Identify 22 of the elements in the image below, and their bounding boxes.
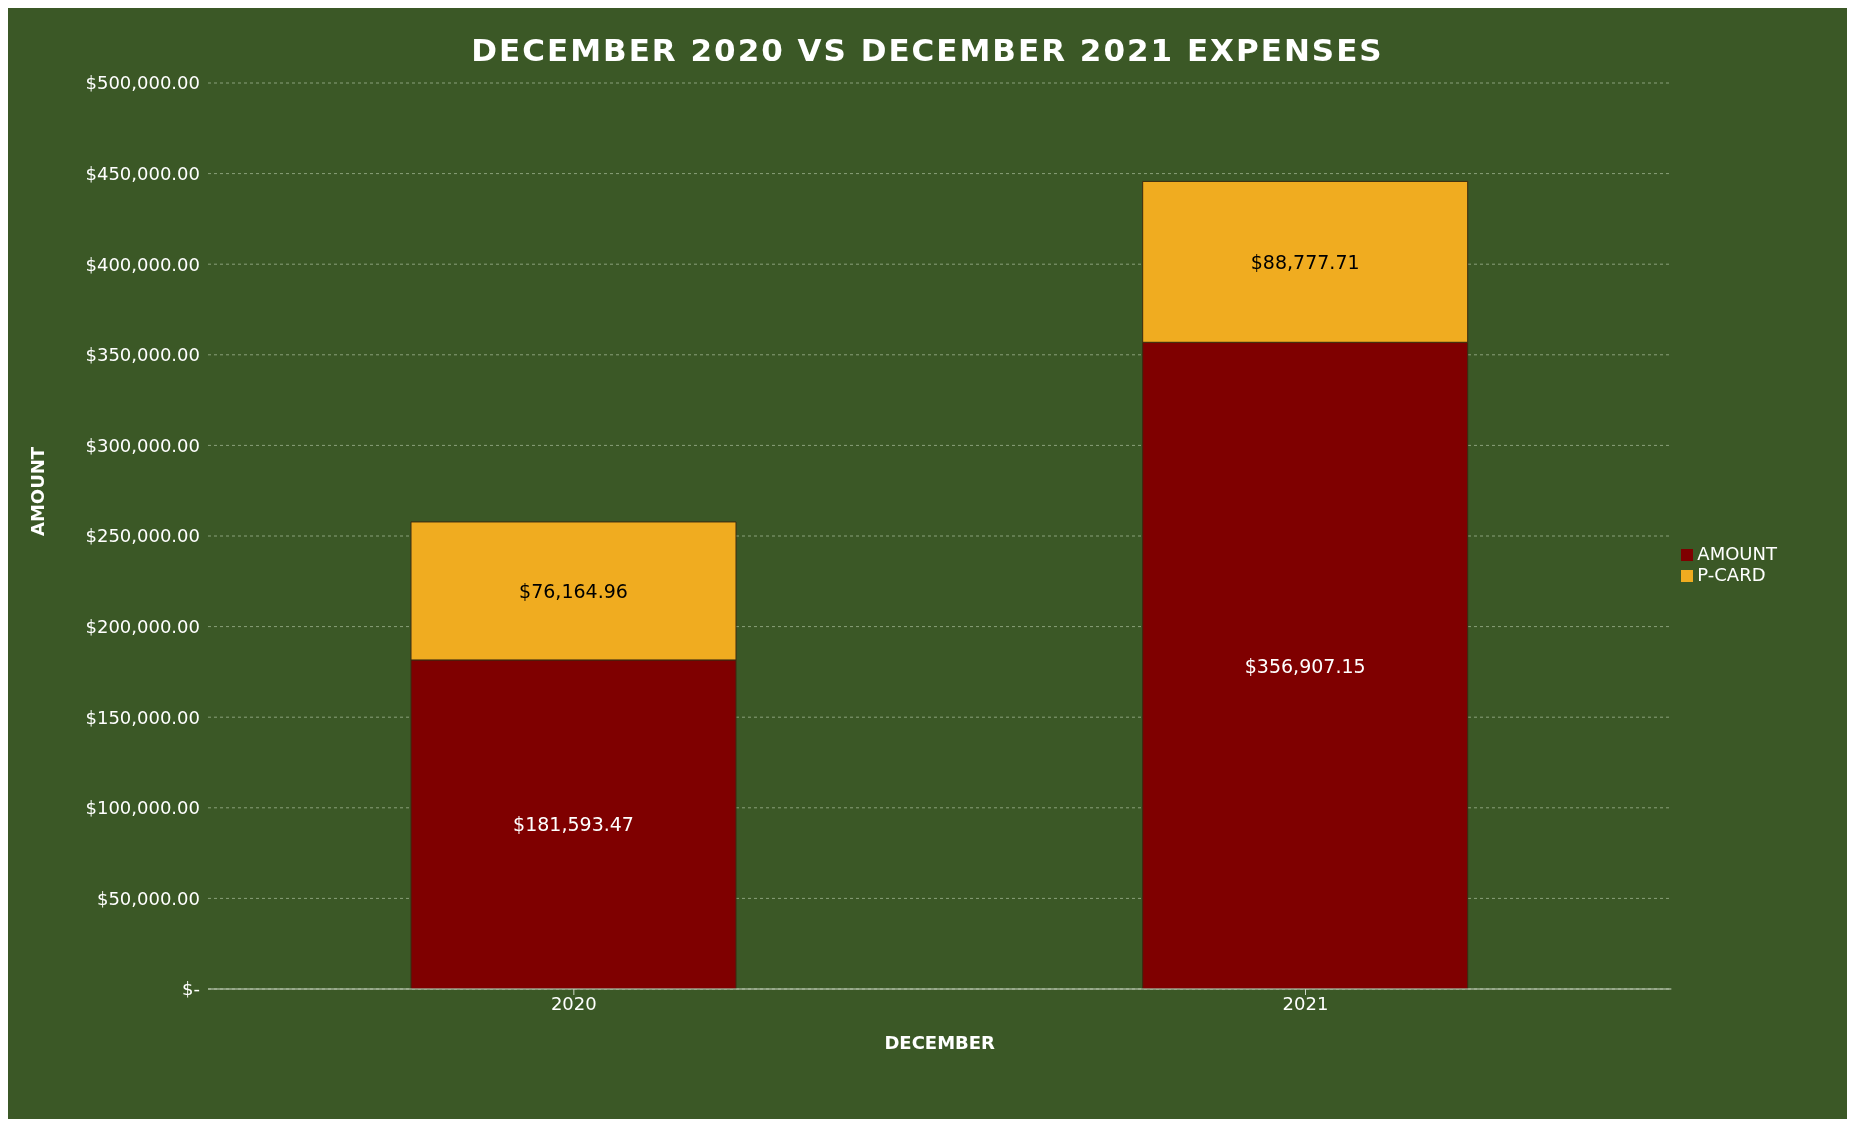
y-tick-label: $100,000.00 (85, 797, 200, 819)
y-tick-label: $350,000.00 (85, 344, 200, 366)
y-tick-label: $- (182, 978, 200, 1000)
data-label: $88,777.71 (1250, 250, 1360, 273)
y-tick-label: $300,000.00 (85, 434, 200, 456)
legend-label: P-CARD (1697, 563, 1766, 585)
legend-label: AMOUNT (1697, 542, 1777, 564)
y-tick-label: $450,000.00 (85, 162, 200, 184)
y-tick-label: $500,000.00 (85, 72, 200, 94)
data-label: $181,593.47 (513, 813, 634, 836)
y-tick-label: $150,000.00 (85, 706, 200, 728)
data-label: $356,907.15 (1244, 654, 1366, 677)
chart-title: DECEMBER 2020 VS DECEMBER 2021 EXPENSES (470, 32, 1385, 68)
y-axis-title: AMOUNT (27, 446, 49, 536)
x-axis-title: DECEMBER (884, 1032, 996, 1053)
x-tick-label: 2020 (550, 992, 597, 1014)
y-tick-label: $50,000.00 (96, 887, 200, 909)
y-tick-label: $200,000.00 (85, 615, 200, 637)
data-label: $76,164.96 (519, 579, 628, 602)
y-tick-label: $250,000.00 (85, 525, 200, 547)
y-tick-label: $400,000.00 (85, 253, 200, 275)
x-tick-label: 2021 (1282, 992, 1329, 1014)
